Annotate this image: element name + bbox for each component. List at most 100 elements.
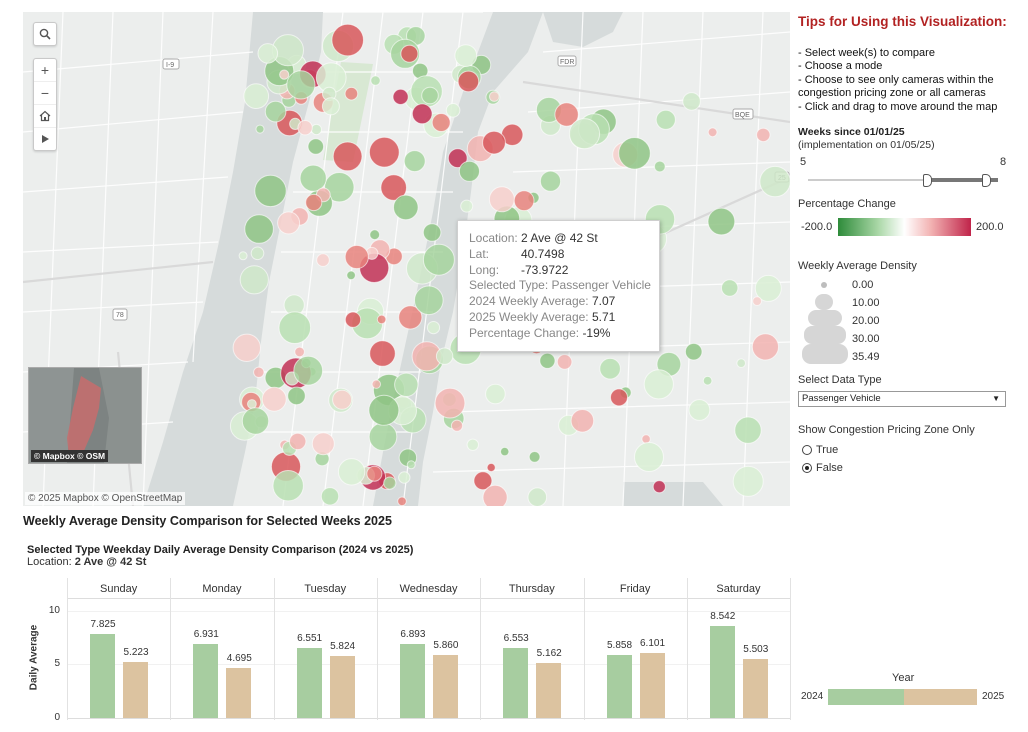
bar-2025[interactable] bbox=[639, 652, 665, 718]
camera-bubble[interactable] bbox=[278, 311, 312, 345]
camera-bubble[interactable] bbox=[344, 311, 362, 328]
camera-bubble[interactable] bbox=[445, 103, 461, 118]
bar-2025[interactable] bbox=[536, 662, 562, 718]
camera-bubble[interactable] bbox=[414, 285, 444, 316]
camera-bubble[interactable] bbox=[371, 379, 381, 389]
camera-bubble[interactable] bbox=[332, 389, 353, 410]
camera-bubble[interactable] bbox=[272, 470, 304, 502]
camera-bubble[interactable] bbox=[321, 97, 340, 116]
camera-bubble[interactable] bbox=[751, 333, 780, 361]
camera-bubble[interactable] bbox=[460, 199, 474, 213]
camera-bubble[interactable] bbox=[383, 476, 397, 490]
camera-bubble[interactable] bbox=[599, 357, 621, 380]
camera-bubble[interactable] bbox=[482, 484, 508, 506]
camera-bubble[interactable] bbox=[294, 346, 305, 358]
camera-bubble[interactable] bbox=[293, 355, 324, 386]
bar-2025[interactable] bbox=[123, 661, 148, 718]
zone-option-true[interactable]: True bbox=[802, 444, 838, 456]
camera-bubble[interactable] bbox=[287, 386, 306, 406]
camera-bubble[interactable] bbox=[473, 471, 493, 491]
camera-bubble[interactable] bbox=[368, 394, 400, 426]
camera-bubble[interactable] bbox=[426, 321, 441, 335]
camera-bubble[interactable] bbox=[431, 113, 451, 132]
camera-bubble[interactable] bbox=[376, 314, 387, 325]
camera-bubble[interactable] bbox=[486, 462, 496, 473]
camera-bubble[interactable] bbox=[344, 244, 369, 270]
bar-2025[interactable] bbox=[329, 655, 355, 718]
camera-bubble[interactable] bbox=[397, 496, 407, 506]
camera-bubble[interactable] bbox=[337, 458, 366, 486]
camera-bubble[interactable] bbox=[556, 354, 573, 370]
camera-bubble[interactable] bbox=[239, 265, 269, 295]
camera-bubble[interactable] bbox=[316, 253, 330, 267]
camera-bubble[interactable] bbox=[403, 150, 426, 173]
camera-bubble[interactable] bbox=[400, 44, 419, 63]
bar-2024[interactable] bbox=[606, 655, 632, 718]
camera-bubble[interactable] bbox=[332, 141, 363, 172]
radio-false[interactable] bbox=[802, 463, 812, 473]
camera-bubble[interactable] bbox=[682, 92, 701, 111]
camera-bubble[interactable] bbox=[482, 130, 506, 155]
camera-bubble[interactable] bbox=[554, 102, 579, 127]
camera-bubble[interactable] bbox=[457, 70, 480, 93]
camera-bubble[interactable] bbox=[277, 211, 301, 235]
camera-bubble[interactable] bbox=[411, 103, 433, 125]
search-icon[interactable] bbox=[34, 23, 56, 45]
camera-bubble[interactable] bbox=[250, 246, 265, 261]
camera-bubble[interactable] bbox=[684, 342, 703, 361]
camera-bubble[interactable] bbox=[466, 438, 479, 451]
bar-2024[interactable] bbox=[503, 647, 529, 718]
camera-bubble[interactable] bbox=[393, 194, 419, 221]
camera-bubble[interactable] bbox=[634, 442, 664, 472]
zoom-in-button[interactable]: + bbox=[40, 62, 50, 78]
camera-bubble[interactable] bbox=[346, 270, 356, 281]
camera-bubble[interactable] bbox=[232, 333, 262, 362]
camera-bubble[interactable] bbox=[261, 386, 287, 412]
camera-bubble[interactable] bbox=[320, 487, 340, 506]
camera-bubble[interactable] bbox=[527, 487, 548, 506]
camera-bubble[interactable] bbox=[392, 88, 409, 106]
camera-bubbles[interactable] bbox=[229, 23, 790, 506]
camera-bubble[interactable] bbox=[243, 83, 270, 109]
camera-bubble[interactable] bbox=[539, 170, 562, 192]
map-view[interactable]: I-9 FDR 78 BQE 25 + − bbox=[23, 12, 790, 506]
camera-bubble[interactable] bbox=[732, 465, 764, 497]
camera-bubble[interactable] bbox=[305, 193, 323, 212]
camera-bubble[interactable] bbox=[570, 409, 595, 433]
weeks-range-slider[interactable] bbox=[808, 174, 998, 187]
slider-handle-end[interactable] bbox=[982, 174, 991, 187]
bar-2024[interactable] bbox=[399, 644, 425, 718]
camera-bubble[interactable] bbox=[643, 369, 674, 400]
camera-bubble[interactable] bbox=[380, 174, 408, 201]
home-icon[interactable] bbox=[34, 104, 56, 127]
camera-bubble[interactable] bbox=[653, 160, 666, 173]
camera-bubble[interactable] bbox=[754, 274, 782, 302]
camera-bubble[interactable] bbox=[369, 229, 381, 241]
camera-bubble[interactable] bbox=[311, 432, 335, 456]
camera-bubble[interactable] bbox=[422, 223, 442, 242]
camera-bubble[interactable] bbox=[344, 86, 359, 101]
bar-2025[interactable] bbox=[432, 655, 458, 718]
camera-bubble[interactable] bbox=[331, 23, 365, 57]
bar-2024[interactable] bbox=[296, 647, 322, 718]
inset-overview-map[interactable]: © Mapbox © OSM bbox=[28, 367, 142, 464]
camera-bubble[interactable] bbox=[489, 91, 500, 102]
camera-bubble[interactable] bbox=[454, 44, 478, 67]
camera-bubble[interactable] bbox=[398, 305, 423, 330]
camera-bubble[interactable] bbox=[244, 214, 274, 244]
camera-bubble[interactable] bbox=[610, 388, 628, 407]
camera-bubble[interactable] bbox=[734, 416, 762, 444]
bar-2025[interactable] bbox=[742, 658, 768, 718]
camera-bubble[interactable] bbox=[435, 347, 454, 365]
slider-handle-start[interactable] bbox=[922, 174, 932, 187]
camera-bubble[interactable] bbox=[655, 109, 676, 130]
camera-bubble[interactable] bbox=[238, 251, 248, 261]
camera-bubble[interactable] bbox=[254, 174, 287, 208]
camera-bubble[interactable] bbox=[513, 190, 535, 212]
camera-bubble[interactable] bbox=[255, 124, 265, 134]
camera-bubble[interactable] bbox=[752, 296, 762, 307]
camera-bubble[interactable] bbox=[759, 165, 790, 198]
radio-true[interactable] bbox=[802, 445, 812, 455]
data-type-select[interactable]: Passenger Vehicle ▼ bbox=[798, 391, 1006, 407]
camera-bubble[interactable] bbox=[688, 399, 711, 421]
